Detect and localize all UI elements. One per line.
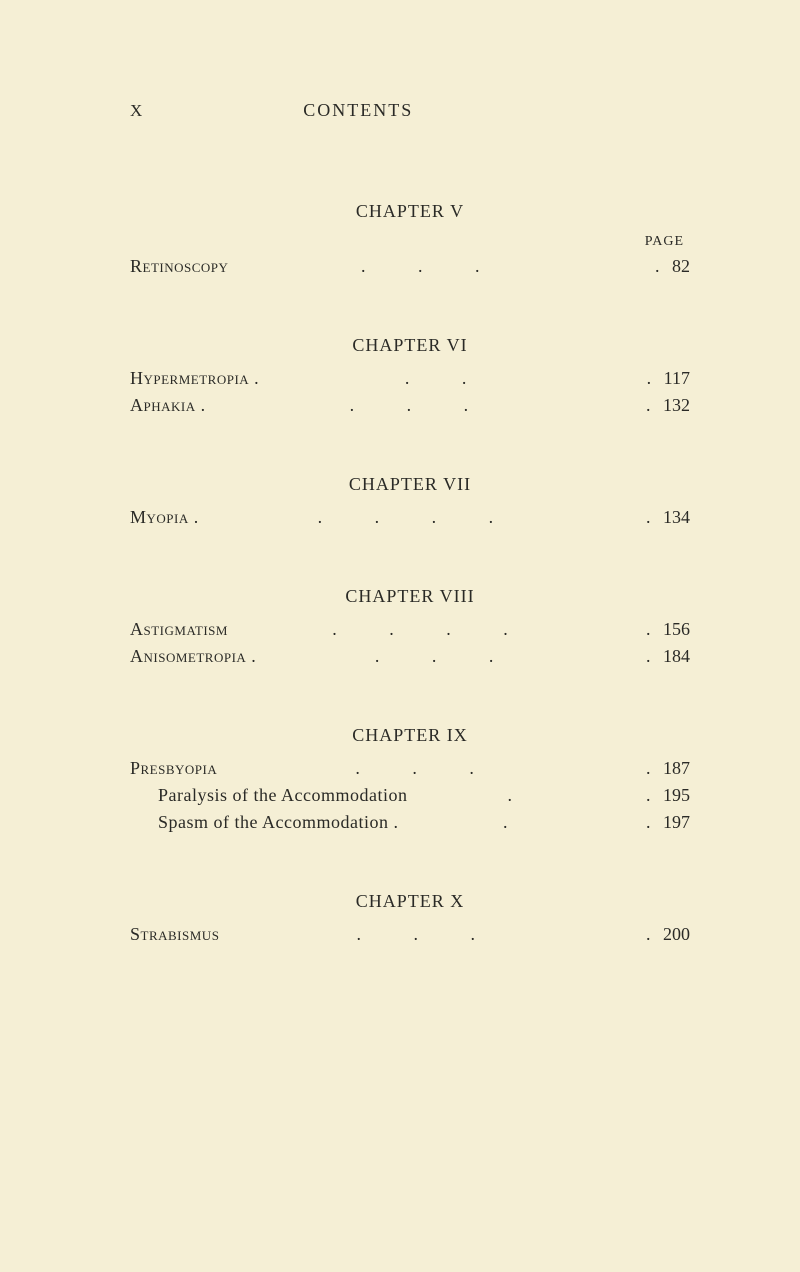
toc-entry-label: Presbyopia <box>130 758 217 779</box>
toc-leader-dots: . . . <box>256 646 636 667</box>
page-numeral: X <box>130 101 143 121</box>
toc-entry-page: 200 <box>636 924 690 945</box>
toc-entry-page: 132 <box>636 395 690 416</box>
toc-entry: Paralysis of the Accommodation.195 <box>130 785 690 806</box>
toc-leader-dots: . . . <box>219 924 636 945</box>
toc-entry-label: Aphakia . <box>130 395 206 416</box>
chapters-container: CHAPTER VPAGERetinoscopy. . .82CHAPTER V… <box>130 201 690 945</box>
toc-entry: Astigmatism. . . .156 <box>130 619 690 640</box>
chapter-block: CHAPTER X Strabismus. . .200 <box>130 891 690 945</box>
toc-entry-page: 82 <box>636 256 690 277</box>
toc-entry-page: 156 <box>636 619 690 640</box>
toc-entry: Myopia .. . . .134 <box>130 507 690 528</box>
toc-entry-label: Myopia . <box>130 507 199 528</box>
toc-entry: Retinoscopy. . .82 <box>130 256 690 277</box>
toc-entry-label: Spasm of the Accommodation . <box>130 812 398 833</box>
toc-leader-dots: . . . . <box>199 507 636 528</box>
toc-leader-dots: . <box>407 785 636 806</box>
toc-leader-dots: . . . <box>217 758 636 779</box>
toc-entry: Aphakia .. . .132 <box>130 395 690 416</box>
chapter-title: CHAPTER VIII <box>130 586 690 607</box>
chapter-title: CHAPTER VI <box>130 335 690 356</box>
chapter-title: CHAPTER V <box>130 201 690 222</box>
chapter-block: CHAPTER VIII Astigmatism. . . .156 Anisome… <box>130 586 690 667</box>
toc-entry-label: Paralysis of the Accommodation <box>130 785 407 806</box>
toc-entry-page: 195 <box>636 785 690 806</box>
toc-entry: Hypermetropia .. .117 <box>130 368 690 389</box>
toc-entry: Presbyopia. . .187 <box>130 758 690 779</box>
chapter-block: CHAPTER VII Myopia .. . . .134 <box>130 474 690 528</box>
chapter-block: CHAPTER V PAGE Retinoscopy. . .82 <box>130 201 690 277</box>
toc-entry-label: Astigmatism <box>130 619 228 640</box>
toc-entry-page: 134 <box>636 507 690 528</box>
toc-leader-dots: . . . <box>228 256 636 277</box>
toc-entry-page: 187 <box>636 758 690 779</box>
chapter-block: CHAPTER VI Hypermetropia .. .117 Aphakia .… <box>130 335 690 416</box>
chapter-title: CHAPTER X <box>130 891 690 912</box>
toc-leader-dots: . . . <box>206 395 636 416</box>
toc-leader-dots: . . . . <box>228 619 636 640</box>
toc-entry-page: 184 <box>636 646 690 667</box>
toc-leader-dots: . <box>398 812 636 833</box>
toc-entry: Spasm of the Accommodation ..197 <box>130 812 690 833</box>
toc-entry-page: 197 <box>636 812 690 833</box>
toc-entry-label: Hypermetropia . <box>130 368 259 389</box>
toc-entry: Anisometropia .. . .184 <box>130 646 690 667</box>
chapter-title: CHAPTER IX <box>130 725 690 746</box>
running-header: X CONTENTS <box>130 100 690 121</box>
toc-entry-page: 117 <box>636 368 690 389</box>
page-column-label: PAGE <box>130 234 690 250</box>
toc-entry-label: Strabismus <box>130 924 219 945</box>
toc-entry-label: Retinoscopy <box>130 256 228 277</box>
contents-page: X CONTENTS CHAPTER VPAGERetinoscopy. . .… <box>0 0 800 1063</box>
toc-entry: Strabismus. . .200 <box>130 924 690 945</box>
toc-leader-dots: . . <box>259 368 636 389</box>
chapter-title: CHAPTER VII <box>130 474 690 495</box>
header-title: CONTENTS <box>303 100 413 121</box>
toc-entry-label: Anisometropia . <box>130 646 256 667</box>
chapter-block: CHAPTER IX Presbyopia. . .187 Paralysis of… <box>130 725 690 833</box>
